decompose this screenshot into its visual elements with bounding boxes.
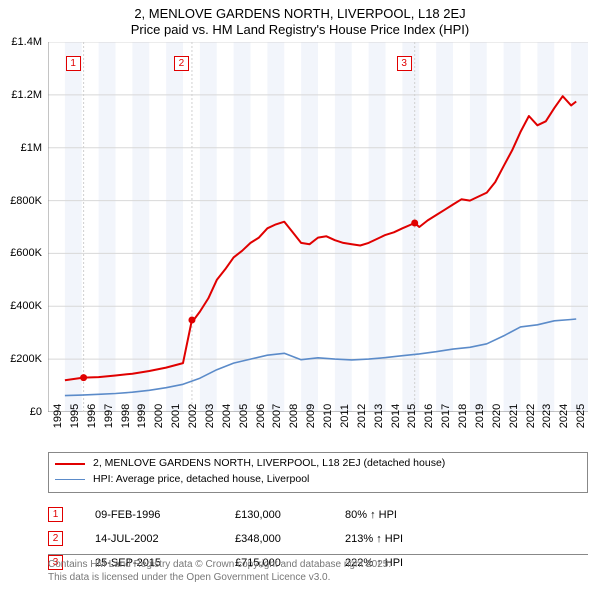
x-tick-label: 2010 bbox=[322, 404, 334, 428]
legend-swatch-hpi bbox=[55, 479, 85, 480]
legend-box: 2, MENLOVE GARDENS NORTH, LIVERPOOL, L18… bbox=[48, 452, 588, 493]
x-tick-label: 2013 bbox=[373, 404, 385, 428]
x-tick-label: 2008 bbox=[288, 404, 300, 428]
x-tick-label: 2006 bbox=[255, 404, 267, 428]
x-tick-label: 2009 bbox=[305, 404, 317, 428]
y-tick-label: £1.2M bbox=[11, 89, 42, 101]
x-tick-label: 2025 bbox=[575, 404, 587, 428]
footer: Contains HM Land Registry data © Crown c… bbox=[48, 554, 588, 584]
x-tick-label: 2015 bbox=[406, 404, 418, 428]
y-tick-label: £1.4M bbox=[11, 36, 42, 48]
y-tick-label: £1M bbox=[21, 142, 42, 154]
y-tick-label: £200K bbox=[10, 353, 42, 365]
legend-label-hpi: HPI: Average price, detached house, Live… bbox=[93, 472, 309, 488]
chart-marker-3: 3 bbox=[397, 56, 412, 71]
x-tick-label: 2024 bbox=[558, 404, 570, 428]
table-marker-2: 2 bbox=[48, 531, 63, 546]
x-tick-label: 2023 bbox=[541, 404, 553, 428]
chart-marker-2: 2 bbox=[174, 56, 189, 71]
table-price-1: £130,000 bbox=[235, 509, 345, 521]
title-line-1: 2, MENLOVE GARDENS NORTH, LIVERPOOL, L18… bbox=[0, 6, 600, 22]
table-row: 2 14-JUL-2002 £348,000 213% ↑ HPI bbox=[48, 527, 528, 551]
y-tick-label: £800K bbox=[10, 195, 42, 207]
y-tick-label: £0 bbox=[30, 406, 42, 418]
x-tick-label: 1996 bbox=[86, 404, 98, 428]
table-pct-1: 80% ↑ HPI bbox=[345, 509, 475, 521]
chart-area: £0£200K£400K£600K£800K£1M£1.2M£1.4M 1994… bbox=[48, 42, 588, 412]
table-marker-1: 1 bbox=[48, 507, 63, 522]
chart-marker-1: 1 bbox=[66, 56, 81, 71]
footer-line-1: Contains HM Land Registry data © Crown c… bbox=[48, 558, 588, 571]
x-tick-label: 2004 bbox=[221, 404, 233, 428]
table-row: 1 09-FEB-1996 £130,000 80% ↑ HPI bbox=[48, 503, 528, 527]
x-tick-label: 2000 bbox=[153, 404, 165, 428]
x-tick-label: 2001 bbox=[170, 404, 182, 428]
chart-container: 2, MENLOVE GARDENS NORTH, LIVERPOOL, L18… bbox=[0, 0, 600, 590]
x-tick-label: 2007 bbox=[271, 404, 283, 428]
x-tick-label: 1994 bbox=[52, 404, 64, 428]
y-tick-label: £400K bbox=[10, 300, 42, 312]
table-pct-2: 213% ↑ HPI bbox=[345, 533, 475, 545]
legend-swatch-property bbox=[55, 463, 85, 465]
x-tick-label: 1999 bbox=[136, 404, 148, 428]
x-tick-label: 2012 bbox=[356, 404, 368, 428]
x-tick-label: 2019 bbox=[474, 404, 486, 428]
legend-label-property: 2, MENLOVE GARDENS NORTH, LIVERPOOL, L18… bbox=[93, 456, 445, 472]
footer-line-2: This data is licensed under the Open Gov… bbox=[48, 571, 588, 584]
x-tick-label: 1995 bbox=[69, 404, 81, 428]
title-line-2: Price paid vs. HM Land Registry's House … bbox=[0, 22, 600, 38]
title-block: 2, MENLOVE GARDENS NORTH, LIVERPOOL, L18… bbox=[0, 0, 600, 39]
x-tick-label: 2002 bbox=[187, 404, 199, 428]
table-price-2: £348,000 bbox=[235, 533, 345, 545]
y-tick-label: £600K bbox=[10, 247, 42, 259]
x-tick-label: 2018 bbox=[457, 404, 469, 428]
x-tick-label: 2016 bbox=[423, 404, 435, 428]
x-tick-label: 2017 bbox=[440, 404, 452, 428]
legend-row-property: 2, MENLOVE GARDENS NORTH, LIVERPOOL, L18… bbox=[55, 456, 581, 472]
x-tick-label: 2014 bbox=[390, 404, 402, 428]
x-tick-label: 2021 bbox=[508, 404, 520, 428]
legend-row-hpi: HPI: Average price, detached house, Live… bbox=[55, 472, 581, 488]
table-date-1: 09-FEB-1996 bbox=[95, 509, 235, 521]
x-tick-label: 2003 bbox=[204, 404, 216, 428]
plot-svg bbox=[48, 42, 588, 412]
x-tick-label: 1998 bbox=[120, 404, 132, 428]
table-date-2: 14-JUL-2002 bbox=[95, 533, 235, 545]
x-tick-label: 2011 bbox=[339, 404, 351, 428]
x-tick-label: 2020 bbox=[491, 404, 503, 428]
x-tick-label: 2005 bbox=[238, 404, 250, 428]
x-tick-label: 1997 bbox=[103, 404, 115, 428]
x-tick-label: 2022 bbox=[525, 404, 537, 428]
